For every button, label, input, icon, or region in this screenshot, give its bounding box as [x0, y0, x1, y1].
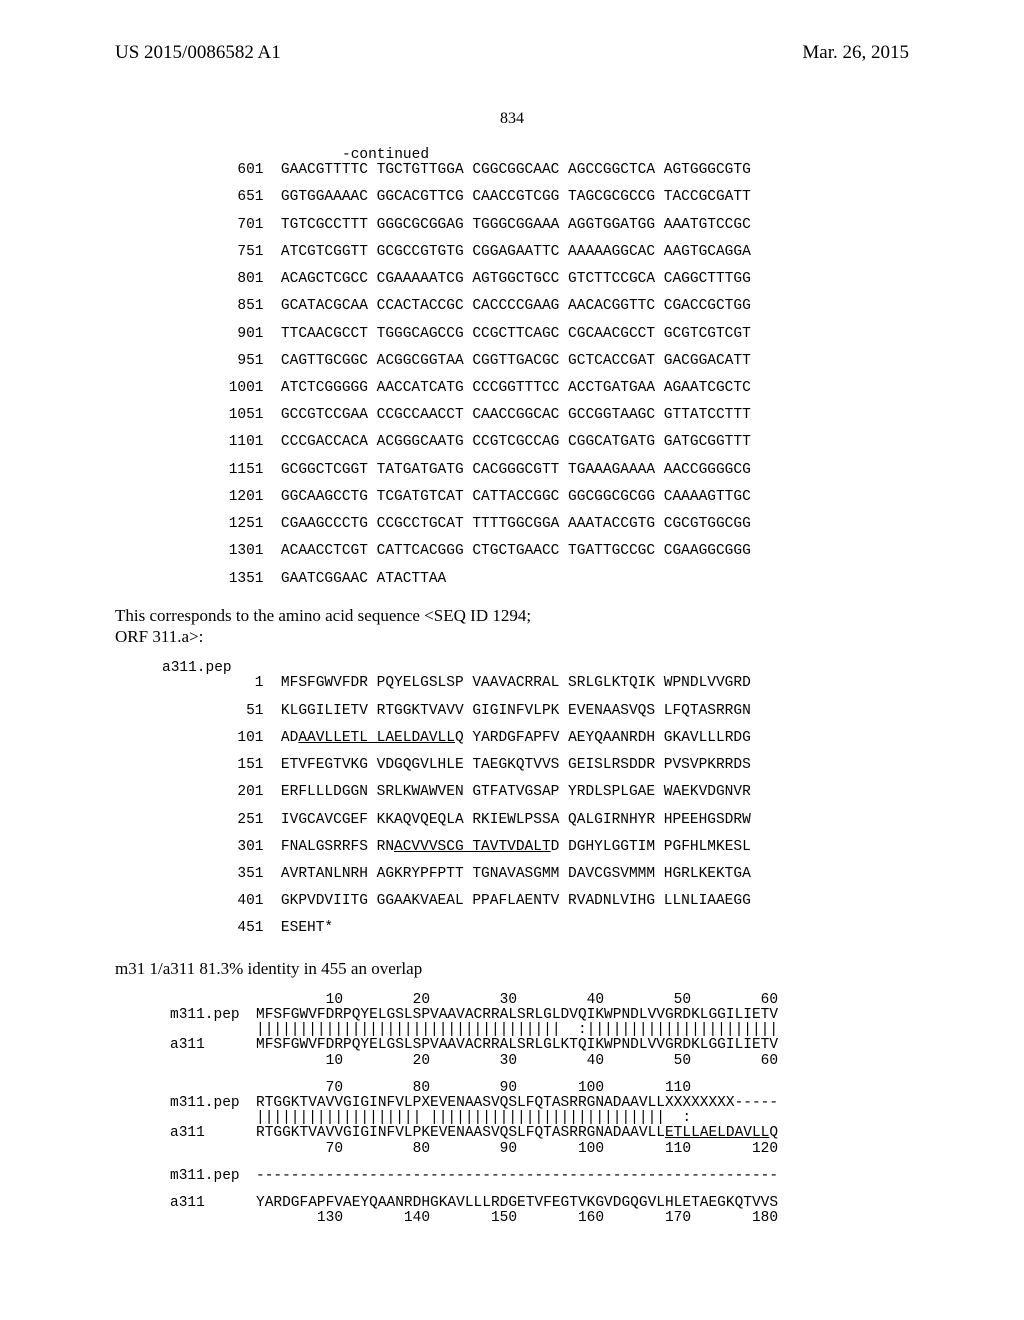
pep-row: 251 IVGCAVCGEF KKAQVQEQLA RKIEWLPSSA QAL… — [220, 813, 909, 828]
dna-block: -continued 601 GAACGTTTTC TGCTGTTGGA CGG… — [115, 148, 909, 587]
page-number: 834 — [0, 110, 1024, 128]
header-date: Mar. 26, 2015 — [802, 42, 909, 64]
dna-row: 801 ACAGCTCGCC CGAAAAATCG AGTGGCTGCC GTC… — [220, 272, 909, 287]
align-ruler: 10 20 30 40 50 60 — [170, 1054, 909, 1069]
pep-row: 151 ETVFEGTVKG VDGQGVLHLE TAEGKQTVVS GEI… — [220, 758, 909, 773]
pep-row: 451 ESEHT* — [220, 921, 909, 936]
align-seq-a: m311.pep--------------------------------… — [170, 1169, 909, 1184]
pep-block: a311.pep 1 MFSFGWVFDR PQYELGSLSP VAAVACR… — [115, 661, 909, 936]
align-ruler: 70 80 90 100 110 120 — [170, 1142, 909, 1157]
bridge-text: This corresponds to the amino acid seque… — [115, 605, 909, 648]
dna-row: 1351 GAATCGGAAC ATACTTAA — [220, 572, 909, 587]
pep-row: 401 GKPVDVIITG GGAAKVAEAL PPAFLAENTV RVA… — [220, 894, 909, 909]
pep-row: 51 KLGGILIETV RTGGKTVAVV GIGINFVLPK EVEN… — [220, 704, 909, 719]
dna-row: 1051 GCCGTCCGAA CCGCCAACCT CAACCGGCAC GC… — [220, 408, 909, 423]
pep-name: a311.pep — [162, 661, 909, 676]
pep-row: 101 ADAAVLLETL LAELDAVLLQ YARDGFAPFV AEY… — [220, 731, 909, 746]
align-seq-b: a311MFSFGWVFDRPQYELGSLSPVAAVACRRALSRLGLK… — [170, 1038, 909, 1053]
alignment-block: 10 20 30 40 50 60m311.pepMFSFGWVFDRPQYEL… — [115, 993, 909, 1227]
dna-row: 1251 CGAAGCCCTG CCGCCTGCAT TTTTGGCGGA AA… — [220, 517, 909, 532]
pep-row: 301 FNALGSRRFS RNACVVVSCG TAVTVDALTD DGH… — [220, 840, 909, 855]
content: -continued 601 GAACGTTTTC TGCTGTTGGA CGG… — [115, 148, 909, 1226]
dna-row: 1301 ACAACCTCGT CATTCACGGG CTGCTGAACC TG… — [220, 544, 909, 559]
align-ruler: 130 140 150 160 170 180 — [170, 1211, 909, 1226]
pep-row: 201 ERFLLLDGGN SRLKWAWVEN GTFATVGSAP YRD… — [220, 785, 909, 800]
bridge-line1: This corresponds to the amino acid seque… — [115, 606, 531, 625]
pep-row: 1 MFSFGWVFDR PQYELGSLSP VAAVACRRAL SRLGL… — [220, 676, 909, 691]
pep-row: 351 AVRTANLNRH AGKRYPFPTT TGNAVASGMM DAV… — [220, 867, 909, 882]
identity-line: m31 1/a311 81.3% identity in 455 an over… — [115, 959, 909, 979]
header-pub-number: US 2015/0086582 A1 — [115, 42, 281, 64]
dna-row: 951 CAGTTGCGGC ACGGCGGTAA CGGTTGACGC GCT… — [220, 354, 909, 369]
align-ruler: 10 20 30 40 50 60 — [170, 993, 909, 1008]
align-match: ||||||||||||||||||||||||||||||||||| :|||… — [170, 1023, 909, 1038]
align-seq-a: m311.pepMFSFGWVFDRPQYELGSLSPVAAVACRRALSR… — [170, 1008, 909, 1023]
dna-row: 1151 GCGGCTCGGT TATGATGATG CACGGGCGTT TG… — [220, 463, 909, 478]
dna-row: 851 GCATACGCAA CCACTACCGC CACCCCGAAG AAC… — [220, 299, 909, 314]
continued-label: -continued — [220, 148, 909, 163]
dna-row: 901 TTCAACGCCT TGGGCAGCCG CCGCTTCAGC CGC… — [220, 327, 909, 342]
page: US 2015/0086582 A1 Mar. 26, 2015 834 -co… — [0, 0, 1024, 1320]
align-seq-b: a311RTGGKTVAVVGIGINFVLPKEVENAASVQSLFQTAS… — [170, 1126, 909, 1141]
align-match: ||||||||||||||||||| ||||||||||||||||||||… — [170, 1111, 909, 1126]
dna-row: 1001 ATCTCGGGGG AACCATCATG CCCGGTTTCC AC… — [220, 381, 909, 396]
align-seq-b: a311YARDGFAPFVAEYQAANRDHGKAVLLLRDGETVFEG… — [170, 1196, 909, 1211]
align-ruler: 70 80 90 100 110 — [170, 1081, 909, 1096]
dna-row: 651 GGTGGAAAAC GGCACGTTCG CAACCGTCGG TAG… — [220, 190, 909, 205]
dna-row: 1201 GGCAAGCCTG TCGATGTCAT CATTACCGGC GG… — [220, 490, 909, 505]
dna-row: 601 GAACGTTTTC TGCTGTTGGA CGGCGGCAAC AGC… — [220, 163, 909, 178]
bridge-line2: ORF 311.a>: — [115, 627, 203, 646]
dna-row: 1101 CCCGACCACA ACGGGCAATG CCGTCGCCAG CG… — [220, 435, 909, 450]
dna-row: 701 TGTCGCCTTT GGGCGCGGAG TGGGCGGAAA AGG… — [220, 218, 909, 233]
align-seq-a: m311.pepRTGGKTVAVVGIGINFVLPXEVENAASVQSLF… — [170, 1096, 909, 1111]
dna-row: 751 ATCGTCGGTT GCGCCGTGTG CGGAGAATTC AAA… — [220, 245, 909, 260]
